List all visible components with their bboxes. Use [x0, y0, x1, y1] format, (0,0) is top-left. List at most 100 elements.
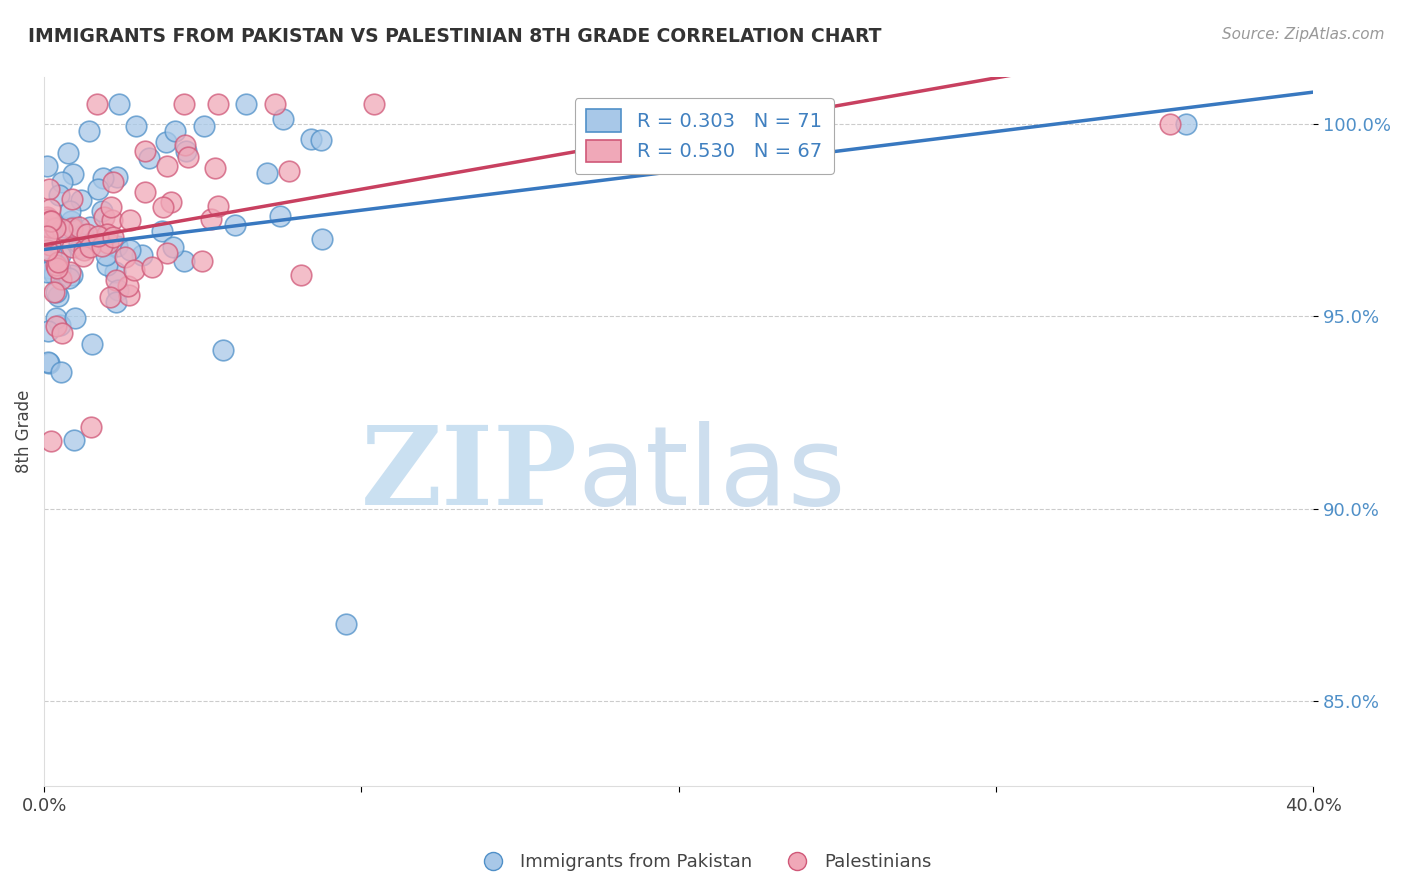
Point — [191, 254, 214, 268]
Point — [77, 124, 100, 138]
Point — [1175, 117, 1198, 131]
Point — [134, 144, 156, 158]
Point — [335, 617, 357, 632]
Point — [96, 227, 118, 241]
Point — [72, 249, 94, 263]
Point — [56, 146, 79, 161]
Point — [309, 133, 332, 147]
Point — [101, 175, 124, 189]
Point — [49, 318, 72, 333]
Point — [37, 243, 59, 257]
Point — [62, 219, 84, 234]
Point — [105, 170, 128, 185]
Point — [104, 265, 127, 279]
Point — [38, 202, 60, 216]
Point — [41, 221, 63, 235]
Point — [1160, 117, 1182, 131]
Text: ZIP: ZIP — [360, 421, 576, 528]
Point — [87, 229, 110, 244]
Point — [46, 288, 69, 302]
Point — [114, 250, 136, 264]
Point — [60, 214, 83, 228]
Point — [124, 120, 146, 134]
Point — [173, 97, 195, 112]
Point — [256, 166, 278, 180]
Point — [152, 224, 174, 238]
Point — [59, 265, 82, 279]
Point — [58, 271, 80, 285]
Point — [39, 213, 62, 227]
Legend: R = 0.303   N = 71, R = 0.530   N = 67: R = 0.303 N = 71, R = 0.530 N = 67 — [575, 98, 834, 174]
Point — [101, 229, 124, 244]
Point — [90, 228, 112, 243]
Point — [49, 248, 72, 262]
Point — [159, 195, 181, 210]
Point — [207, 97, 229, 112]
Point — [44, 318, 66, 333]
Point — [38, 182, 60, 196]
Point — [117, 279, 139, 293]
Point — [131, 248, 153, 262]
Point — [269, 209, 291, 223]
Point — [41, 246, 63, 260]
Point — [39, 434, 62, 448]
Point — [271, 112, 294, 126]
Point — [363, 97, 385, 112]
Point — [105, 273, 128, 287]
Point — [311, 231, 333, 245]
Point — [62, 167, 84, 181]
Point — [301, 132, 323, 146]
Point — [120, 243, 142, 257]
Point — [101, 213, 124, 227]
Point — [152, 200, 174, 214]
Point — [60, 192, 83, 206]
Point — [49, 272, 72, 286]
Point — [174, 144, 197, 158]
Point — [44, 267, 66, 281]
Point — [97, 235, 120, 250]
Point — [79, 220, 101, 235]
Point — [51, 365, 73, 379]
Point — [118, 213, 141, 227]
Text: atlas: atlas — [576, 421, 845, 528]
Point — [37, 229, 59, 244]
Text: Source: ZipAtlas.com: Source: ZipAtlas.com — [1222, 27, 1385, 42]
Point — [46, 260, 69, 275]
Point — [62, 433, 84, 447]
Point — [86, 97, 108, 112]
Point — [235, 97, 257, 112]
Point — [162, 240, 184, 254]
Point — [37, 265, 59, 279]
Point — [45, 285, 67, 300]
Point — [38, 220, 60, 235]
Legend: Immigrants from Pakistan, Palestinians: Immigrants from Pakistan, Palestinians — [467, 847, 939, 879]
Point — [96, 248, 118, 262]
Point — [67, 220, 90, 235]
Point — [87, 181, 110, 195]
Point — [51, 326, 73, 340]
Point — [67, 236, 90, 251]
Point — [105, 238, 128, 252]
Point — [141, 260, 163, 275]
Point — [39, 220, 62, 235]
Point — [93, 211, 115, 225]
Point — [105, 294, 128, 309]
Point — [173, 254, 195, 268]
Point — [193, 120, 215, 134]
Y-axis label: 8th Grade: 8th Grade — [15, 390, 32, 474]
Point — [44, 221, 66, 235]
Point — [38, 260, 60, 275]
Point — [100, 200, 122, 214]
Point — [122, 262, 145, 277]
Point — [72, 227, 94, 242]
Point — [42, 285, 65, 300]
Point — [174, 138, 197, 153]
Point — [38, 213, 60, 227]
Point — [118, 288, 141, 302]
Point — [177, 150, 200, 164]
Point — [264, 97, 287, 112]
Point — [165, 123, 187, 137]
Point — [80, 420, 103, 434]
Point — [46, 255, 69, 269]
Point — [60, 268, 83, 282]
